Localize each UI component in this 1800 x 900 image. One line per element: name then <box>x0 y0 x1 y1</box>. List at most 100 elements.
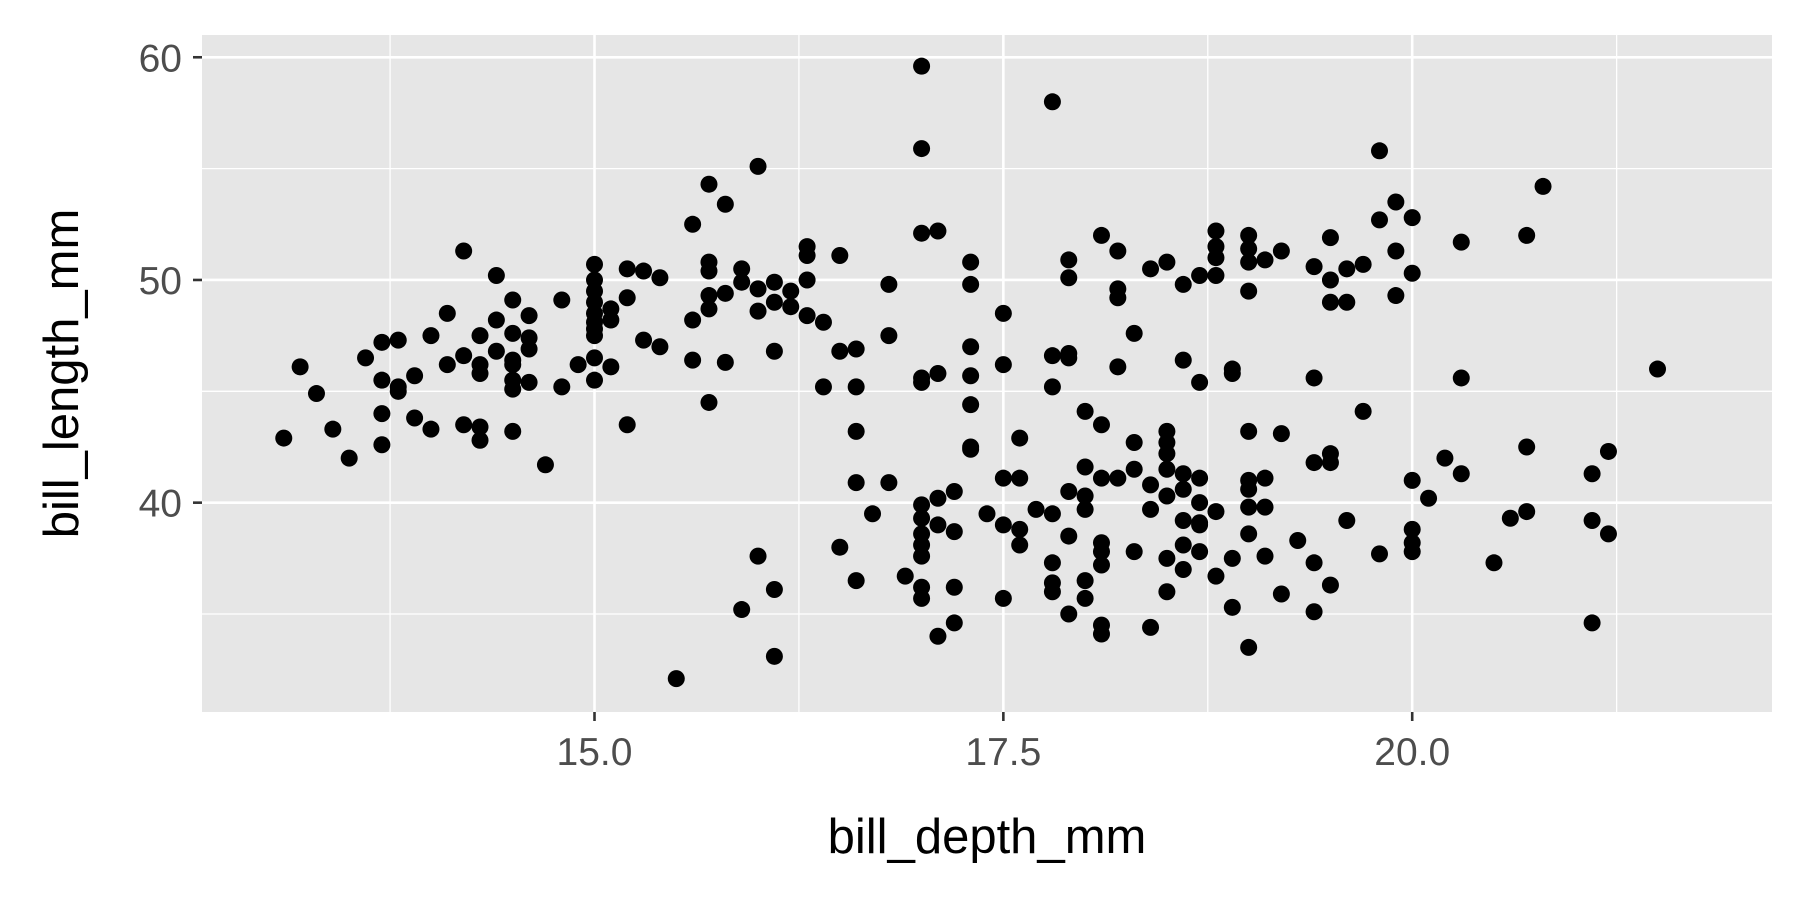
data-point <box>1060 605 1078 623</box>
data-point <box>684 351 702 369</box>
data-point <box>1191 543 1209 561</box>
data-point <box>1240 253 1258 271</box>
data-point <box>700 287 718 305</box>
data-point <box>1174 275 1192 293</box>
data-point <box>1354 402 1372 420</box>
data-point <box>847 340 865 358</box>
data-point <box>880 275 898 293</box>
data-point <box>1174 465 1192 483</box>
y-axis-title: bill_length_mm <box>35 209 89 539</box>
data-point <box>798 246 816 264</box>
data-point <box>1174 536 1192 554</box>
data-point <box>962 367 980 385</box>
data-point <box>1223 549 1241 567</box>
data-point <box>929 222 947 240</box>
x-tick-label: 17.5 <box>965 731 1041 774</box>
data-point <box>324 420 342 438</box>
data-point <box>1043 505 1061 523</box>
data-point <box>733 260 751 278</box>
data-point <box>1142 476 1160 494</box>
data-point <box>1109 358 1127 376</box>
data-point <box>651 338 669 356</box>
data-point <box>733 273 751 291</box>
data-point <box>1256 547 1274 565</box>
data-point <box>798 271 816 289</box>
data-point <box>635 262 653 280</box>
data-point <box>1191 373 1209 391</box>
data-point <box>438 304 456 322</box>
data-point <box>307 385 325 403</box>
data-point <box>1240 422 1258 440</box>
data-point <box>1240 498 1258 516</box>
data-point <box>487 267 505 285</box>
data-point <box>1305 554 1323 572</box>
data-point <box>618 289 636 307</box>
data-point <box>994 356 1012 374</box>
data-point <box>455 347 473 365</box>
data-point <box>1191 516 1209 534</box>
data-point <box>1534 177 1552 195</box>
data-point <box>1403 543 1421 561</box>
data-point <box>1240 525 1258 543</box>
data-point <box>1125 434 1143 452</box>
data-point <box>1027 500 1045 518</box>
data-point <box>1092 469 1110 487</box>
data-point <box>782 298 800 316</box>
data-point <box>1043 347 1061 365</box>
data-point <box>1649 360 1667 378</box>
data-point <box>340 449 358 467</box>
data-point <box>978 505 996 523</box>
data-point <box>913 140 931 158</box>
data-point <box>1142 260 1160 278</box>
data-point <box>962 440 980 458</box>
data-point <box>1501 509 1519 527</box>
data-point <box>831 246 849 264</box>
data-point <box>1191 267 1209 285</box>
data-point <box>962 275 980 293</box>
data-point <box>504 356 522 374</box>
data-point <box>504 422 522 440</box>
data-point <box>471 327 489 345</box>
data-point <box>357 349 375 367</box>
data-point <box>847 572 865 590</box>
data-point <box>1174 351 1192 369</box>
data-point <box>945 578 963 596</box>
data-point <box>814 313 832 331</box>
data-point <box>1305 454 1323 472</box>
data-point <box>1174 480 1192 498</box>
data-point <box>945 614 963 632</box>
data-point <box>1011 469 1029 487</box>
data-point <box>1207 267 1225 285</box>
data-point <box>1191 494 1209 512</box>
data-point <box>1518 226 1536 244</box>
data-point <box>504 324 522 342</box>
data-point <box>1076 500 1094 518</box>
data-point <box>913 373 931 391</box>
data-point <box>684 215 702 233</box>
x-tick-label: 20.0 <box>1374 731 1450 774</box>
data-point <box>716 353 734 371</box>
data-point <box>1321 293 1339 311</box>
data-point <box>520 340 538 358</box>
data-point <box>275 429 293 447</box>
data-point <box>406 367 424 385</box>
data-point <box>1420 489 1438 507</box>
data-point <box>586 371 603 389</box>
data-point <box>471 431 489 449</box>
data-point <box>945 523 963 541</box>
data-point <box>1207 503 1225 521</box>
data-point <box>1305 258 1323 276</box>
data-point <box>373 333 391 351</box>
data-point <box>913 547 931 565</box>
data-point <box>1403 209 1421 227</box>
data-point <box>880 327 898 345</box>
data-point <box>1092 416 1110 434</box>
data-point <box>1583 614 1601 632</box>
data-point <box>1109 469 1127 487</box>
data-point <box>635 331 653 349</box>
data-point <box>1338 511 1356 529</box>
data-point <box>1043 554 1061 572</box>
data-point <box>1321 454 1339 472</box>
data-point <box>765 581 783 599</box>
